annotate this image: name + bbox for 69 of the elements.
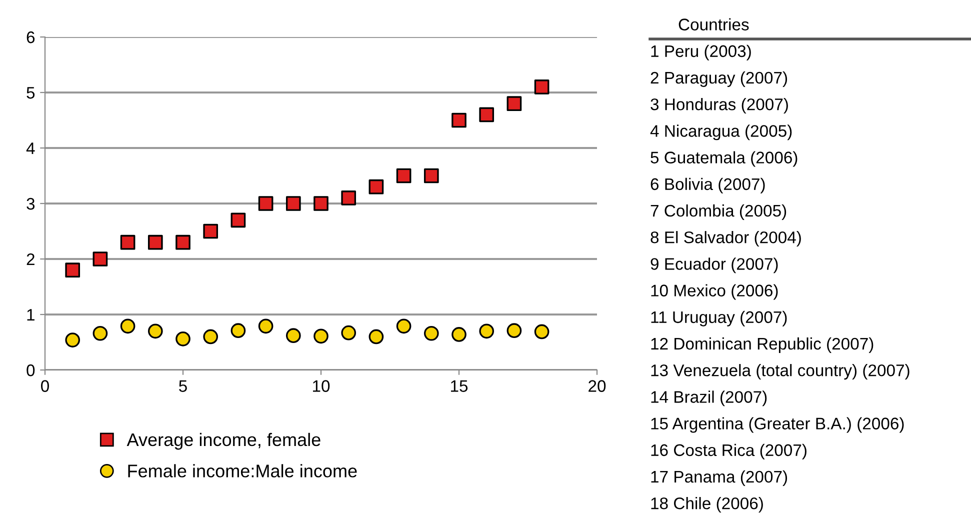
- y-tick-label: 6: [26, 31, 35, 44]
- text: 18 Chile (2006): [651, 497, 763, 513]
- x-tick-label: 10: [313, 380, 330, 392]
- text: 12 Dominican Republic (2007): [651, 337, 874, 353]
- x-tick-label: 5: [179, 380, 187, 392]
- y-tick-label: 5: [26, 87, 35, 99]
- point: [203, 224, 218, 239]
- text: 11 Uruguay (2007): [651, 310, 787, 326]
- text: 1 Peru (2003): [651, 44, 751, 60]
- text: 9 Ecuador (2007): [650, 258, 778, 274]
- y-tick-label: 2: [26, 253, 34, 266]
- point: [396, 168, 412, 184]
- text: 6 Bolivia (2007): [650, 178, 765, 194]
- x-tick-label: 20: [588, 380, 606, 392]
- point: [148, 324, 163, 339]
- point: [203, 329, 218, 344]
- point: [314, 196, 328, 211]
- point: [479, 324, 494, 339]
- text: 8 El Salvador (2004): [650, 231, 801, 247]
- point: [230, 323, 246, 338]
- y-tick-label: 3: [26, 198, 35, 210]
- text: 15 Argentina (Greater B.A.) (2006): [651, 417, 904, 433]
- text: 2 Paraguay (2007): [650, 71, 788, 87]
- point: [65, 262, 80, 278]
- point: [92, 326, 108, 341]
- point: [424, 168, 439, 184]
- point: [176, 234, 190, 250]
- point: [148, 234, 163, 250]
- point: [368, 329, 384, 344]
- point: [424, 326, 439, 341]
- y-tick-label: 1: [27, 309, 34, 321]
- legend-label: Female income:Male income: [128, 464, 357, 478]
- x-tick-label: 0: [41, 380, 49, 392]
- text: 17 Panama (2007): [651, 470, 788, 486]
- y-tick-label: 0: [26, 364, 35, 376]
- text: 13 Venezuela (total country) (2007): [651, 364, 910, 380]
- y-tick-label: 4: [26, 142, 35, 154]
- point: [506, 96, 522, 112]
- point: [452, 327, 466, 342]
- point: [314, 328, 328, 344]
- point: [506, 323, 522, 338]
- point: [341, 325, 356, 340]
- point: [341, 190, 356, 206]
- point: [286, 328, 301, 344]
- point: [368, 179, 384, 194]
- point: [120, 234, 136, 250]
- text: 14 Brazil (2007): [651, 390, 767, 406]
- point: [479, 107, 494, 122]
- point: [534, 324, 550, 340]
- point: [286, 196, 301, 211]
- text: 3 Honduras (2007): [650, 98, 788, 114]
- point: [176, 331, 190, 346]
- point: [396, 318, 412, 334]
- point: [65, 332, 80, 348]
- text: 7 Colombia (2005): [650, 204, 786, 220]
- legend-label: Average income, female: [126, 432, 320, 450]
- point: [258, 318, 274, 334]
- point: [534, 80, 550, 94]
- x-tick-label: 15: [451, 380, 468, 392]
- text: 4 Nicaragua (2005): [650, 124, 792, 140]
- point: [92, 252, 108, 266]
- point: [230, 212, 246, 228]
- text: 10 Mexico (2006): [651, 284, 778, 300]
- point: [120, 318, 136, 334]
- text: Countries: [678, 18, 749, 30]
- point: [258, 196, 274, 211]
- text: 16 Costa Rica (2007): [651, 444, 806, 460]
- text: 5 Guatemala (2006): [650, 151, 798, 167]
- point: [452, 112, 466, 128]
